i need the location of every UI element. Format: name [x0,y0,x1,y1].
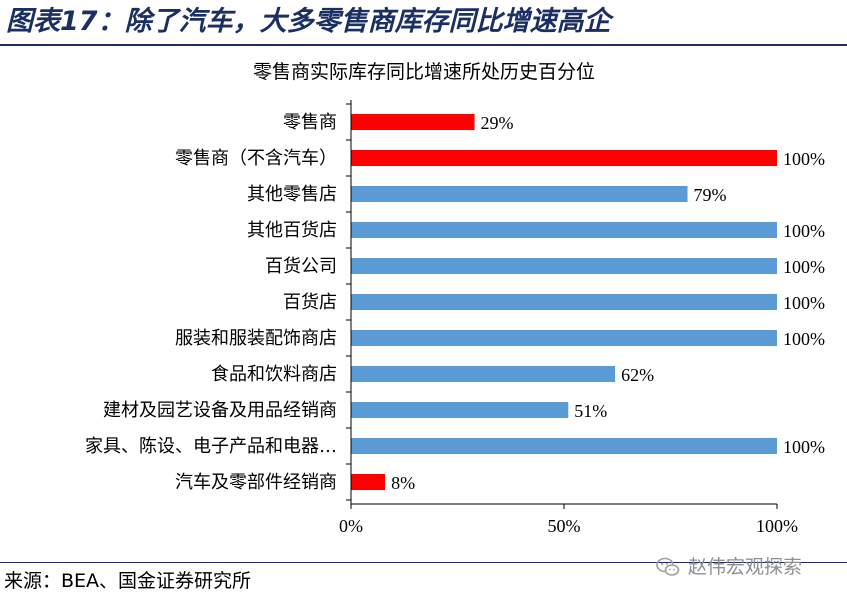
data-label: 100% [783,437,825,457]
bar [351,114,475,130]
bar [351,222,777,238]
bar [351,150,777,166]
chart-title: 零售商实际库存同比增速所处历史百分位 [253,61,595,83]
category-label: 建材及园艺设备及用品经销商 [103,400,337,421]
data-label: 100% [783,149,825,169]
bar [351,438,777,454]
category-label: 汽车及零部件经销商 [175,472,337,493]
bar [351,366,616,382]
bar [351,474,386,490]
data-label: 100% [783,293,825,313]
wechat-icon [656,557,680,576]
data-label: 100% [783,329,825,349]
category-label: 零售商 [283,112,337,133]
x-tick-label: 0% [339,516,363,536]
bar-chart: 零售商实际库存同比增速所处历史百分位 零售商 29% 零售商（不含汽车） 100% 其他… [85,61,825,536]
category-label: 食品和饮料商店 [211,364,337,385]
watermark: 赵伟宏观探索 [656,554,802,580]
bar [351,258,777,274]
category-label: 百货店 [283,292,337,313]
category-label: 其他零售店 [247,184,337,205]
category-label: 百货公司 [265,256,337,277]
source-rule [0,562,847,563]
bar [351,330,777,346]
data-label: 79% [694,185,727,205]
bar [351,294,777,310]
x-tick-label: 100% [756,516,798,536]
data-label: 29% [481,113,514,133]
data-label: 51% [574,401,607,421]
x-tick-label: 50% [548,516,581,536]
chart-plot-area: 零售商 29% 零售商（不含汽车） 100% 其他零售店 79% 其他百货店 100% 百货公司… [85,100,825,536]
bar [351,402,569,418]
figure-title: 图表17：除了汽车，大多零售商库存同比增速高企 [6,6,611,37]
data-label: 8% [391,473,415,493]
title-rule [0,44,847,46]
category-label: 家具、陈设、电子产品和电器… [85,436,337,457]
source-note: 来源：BEA、国金证券研究所 [4,570,252,592]
data-label: 100% [783,257,825,277]
bar [351,186,688,202]
category-label: 其他百货店 [247,220,337,241]
watermark-label: 赵伟宏观探索 [688,556,803,578]
data-label: 100% [783,221,825,241]
category-label: 服装和服装配饰商店 [175,328,337,349]
category-label: 零售商（不含汽车） [175,148,337,169]
data-label: 62% [621,365,654,385]
